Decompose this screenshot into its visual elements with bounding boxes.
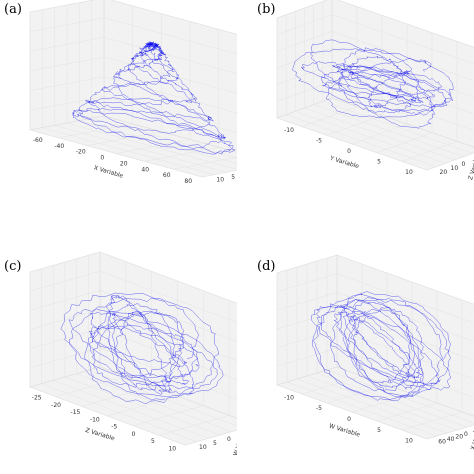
gridline (99, 270, 237, 323)
y-tick-label: 0 (462, 161, 466, 168)
axes-group (276, 0, 474, 171)
x-axis-label: Y Variable (328, 155, 360, 171)
plot-c: -25-20-15-10-505101050-5-106040200-20-40… (29, 251, 237, 457)
x-tick-label: 20 (120, 160, 128, 167)
x-tick-label: -10 (284, 127, 294, 134)
x-tick-label: 10 (405, 169, 413, 176)
x-axis-label: W Variable (328, 423, 361, 439)
y-tick-label: -20 (473, 428, 474, 435)
x-tick-label: 80 (184, 178, 192, 185)
y-tick-label: 5 (231, 174, 235, 181)
x-tick-label: -5 (111, 424, 117, 431)
panel-label-a: (a) (4, 2, 22, 17)
x-tick-label: 10 (168, 445, 176, 452)
x-tick-label: -20 (51, 402, 61, 409)
gridline (336, 273, 474, 324)
y-tick-label: 20 (440, 169, 448, 176)
y-tick-label: 20 (455, 434, 463, 441)
plot-a: -60-40-200204060801050-5-1020151050-5-10… (29, 0, 237, 185)
y-axis-label: Z Variable (467, 150, 474, 181)
y-tick-label: 0 (464, 431, 468, 438)
x-tick-label: -5 (316, 405, 322, 412)
y-tick-label: 10 (199, 444, 207, 451)
x-tick-label: -20 (76, 149, 86, 156)
y-tick-label: 5 (213, 440, 217, 447)
x-tick-label: 0 (132, 431, 136, 438)
gridline (103, 56, 237, 94)
panel-c: -25-20-15-10-505101050-5-106040200-20-40… (0, 237, 237, 474)
gridline (88, 370, 237, 427)
gridline (276, 14, 333, 35)
gridline (103, 17, 237, 55)
y-tick-label: 60 (438, 439, 446, 446)
gridline (103, 37, 237, 74)
panel-label-b: (b) (257, 2, 276, 17)
x-tick-label: 0 (347, 416, 351, 423)
x-tick-label: -60 (33, 137, 43, 144)
trajectory-series (72, 40, 236, 155)
panel-label-c: (c) (4, 259, 22, 274)
axes-group (29, 251, 237, 446)
panel-label-d: (d) (257, 259, 276, 274)
trajectory-series (311, 291, 452, 401)
y-tick-label: 10 (451, 165, 459, 172)
panel-a: -60-40-200204060801050-5-1020151050-5-10… (0, 0, 237, 237)
x-tick-label: 10 (405, 438, 413, 445)
gridline (29, 17, 105, 32)
axes-group (29, 0, 237, 178)
x-tick-label: 5 (377, 427, 381, 434)
x-tick-label: 0 (100, 155, 104, 162)
gridline (29, 270, 101, 292)
gridline (91, 118, 237, 159)
y-tick-label: 0 (227, 436, 231, 443)
x-tick-label: 5 (151, 438, 155, 445)
x-tick-label: 40 (141, 166, 149, 173)
axes-group (276, 254, 474, 440)
trajectory-series (60, 292, 224, 404)
gridline (331, 14, 474, 65)
y-tick-label: -10 (473, 157, 474, 164)
y-tick-label: 40 (447, 436, 455, 443)
x-tick-label: 0 (347, 148, 351, 155)
x-tick-label: -25 (32, 395, 42, 402)
x-tick-label: 5 (377, 158, 381, 165)
gridline (322, 101, 473, 154)
trajectory-series (292, 39, 454, 129)
x-tick-label: 60 (163, 172, 171, 179)
x-tick-label: -40 (54, 143, 64, 150)
y-tick-label: 10 (216, 177, 224, 184)
x-tick-label: -15 (71, 409, 81, 416)
gridline (276, 273, 338, 292)
x-tick-label: -10 (284, 394, 294, 401)
x-tick-label: -5 (316, 138, 322, 145)
x-tick-label: -10 (90, 416, 100, 423)
